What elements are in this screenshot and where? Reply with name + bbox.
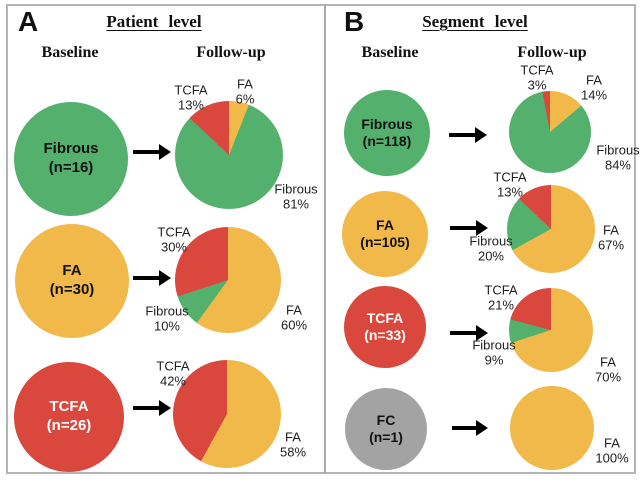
panel-a-baseline-header: Baseline [41,44,99,61]
arrow-icon [450,226,477,230]
baseline-circle-tcfa: TCFA (n=26) [14,362,124,472]
panel-a-followup-header: Follow-up [196,44,266,61]
pie-slice-label-tcfa: TCFA 42% [156,358,190,388]
arrow-head-icon [475,127,487,143]
pie-slice-label-tcfa: TCFA 21% [484,282,518,312]
arrow-head-icon [159,400,171,416]
baseline-circle-n: (n=105) [360,234,410,250]
pie-slice-label-fa: FA 67% [597,222,625,252]
baseline-circle-fa: FA (n=30) [15,224,129,338]
pie-slice-label-fibrous: Fibrous 10% [145,303,189,333]
arrow-icon [450,331,477,335]
panel-divider [324,4,326,474]
baseline-circle-fc: FC (n=1) [345,388,427,470]
followup-pie [509,288,593,372]
baseline-circle-n: (n=30) [49,281,95,298]
baseline-circle-label: TCFA [366,309,404,326]
pie-slice-label-tcfa: TCFA 13% [174,82,208,112]
baseline-circle-n: (n=1) [369,429,403,445]
pie-slice-label-tcfa: TCFA 30% [157,224,191,254]
panel-b-letter: B [344,6,365,37]
baseline-circle-tcfa: TCFA (n=33) [344,286,426,368]
followup-pie [175,227,281,333]
arrow-head-icon [476,220,488,236]
baseline-circle-n: (n=26) [46,417,92,434]
baseline-circle-n: (n=33) [364,327,406,343]
arrow-head-icon [159,144,171,160]
baseline-circle-label: TCFA [49,398,89,416]
pie-slice-label-fibrous: Fibrous 84% [596,142,640,172]
followup-pie [509,91,591,173]
figure-border [6,4,636,474]
pie-slice-label-tcfa: TCFA 3% [520,62,554,92]
pie-slice-label-fa: FA 70% [594,354,622,384]
panel-b-baseline-header: Baseline [361,44,419,61]
baseline-circle-fibrous: Fibrous (n=118) [344,90,430,176]
arrow-icon [133,406,160,410]
baseline-circle-label: FA [376,216,394,233]
arrow-icon [133,276,160,280]
baseline-circle-label: Fibrous [361,115,413,132]
followup-pie [510,386,594,470]
followup-pie [507,185,595,273]
arrow-head-icon [476,420,488,436]
arrow-icon [133,150,160,154]
panel-a-letter: A [18,6,39,37]
arrow-icon [452,426,477,430]
pie-slice-label-fa: FA 100% [595,435,629,465]
arrow-head-icon [476,325,488,341]
baseline-circle-label: Fibrous [43,140,99,158]
panel-a-title: Patient level [106,12,202,31]
pie-slice-label-fibrous: Fibrous 20% [469,233,513,263]
panel-b-followup-header: Follow-up [517,44,587,61]
baseline-circle-fa: FA (n=105) [342,191,428,277]
panel-b-title: Segment level [422,12,528,31]
pie-slice-label-fa: FA 6% [235,76,255,106]
pie-slice-label-fibrous: Fibrous 81% [274,181,318,211]
followup-pie [175,101,283,209]
pie-slice-label-fa: FA 14% [580,72,608,102]
arrow-head-icon [159,270,171,286]
baseline-circle-n: (n=16) [48,159,94,176]
pie-slice-label-tcfa: TCFA 13% [493,169,527,199]
baseline-circle-n: (n=118) [362,133,412,149]
arrow-icon [449,133,476,137]
pie-slice-label-fa: FA 58% [279,429,307,459]
pie-slice-label-fa: FA 60% [280,302,308,332]
pie-slice-label-fibrous: Fibrous 9% [472,337,516,367]
baseline-circle-label: FA [62,262,82,280]
followup-pie [173,360,281,468]
baseline-circle-label: FC [376,411,396,428]
baseline-circle-fibrous: Fibrous (n=16) [14,102,128,216]
